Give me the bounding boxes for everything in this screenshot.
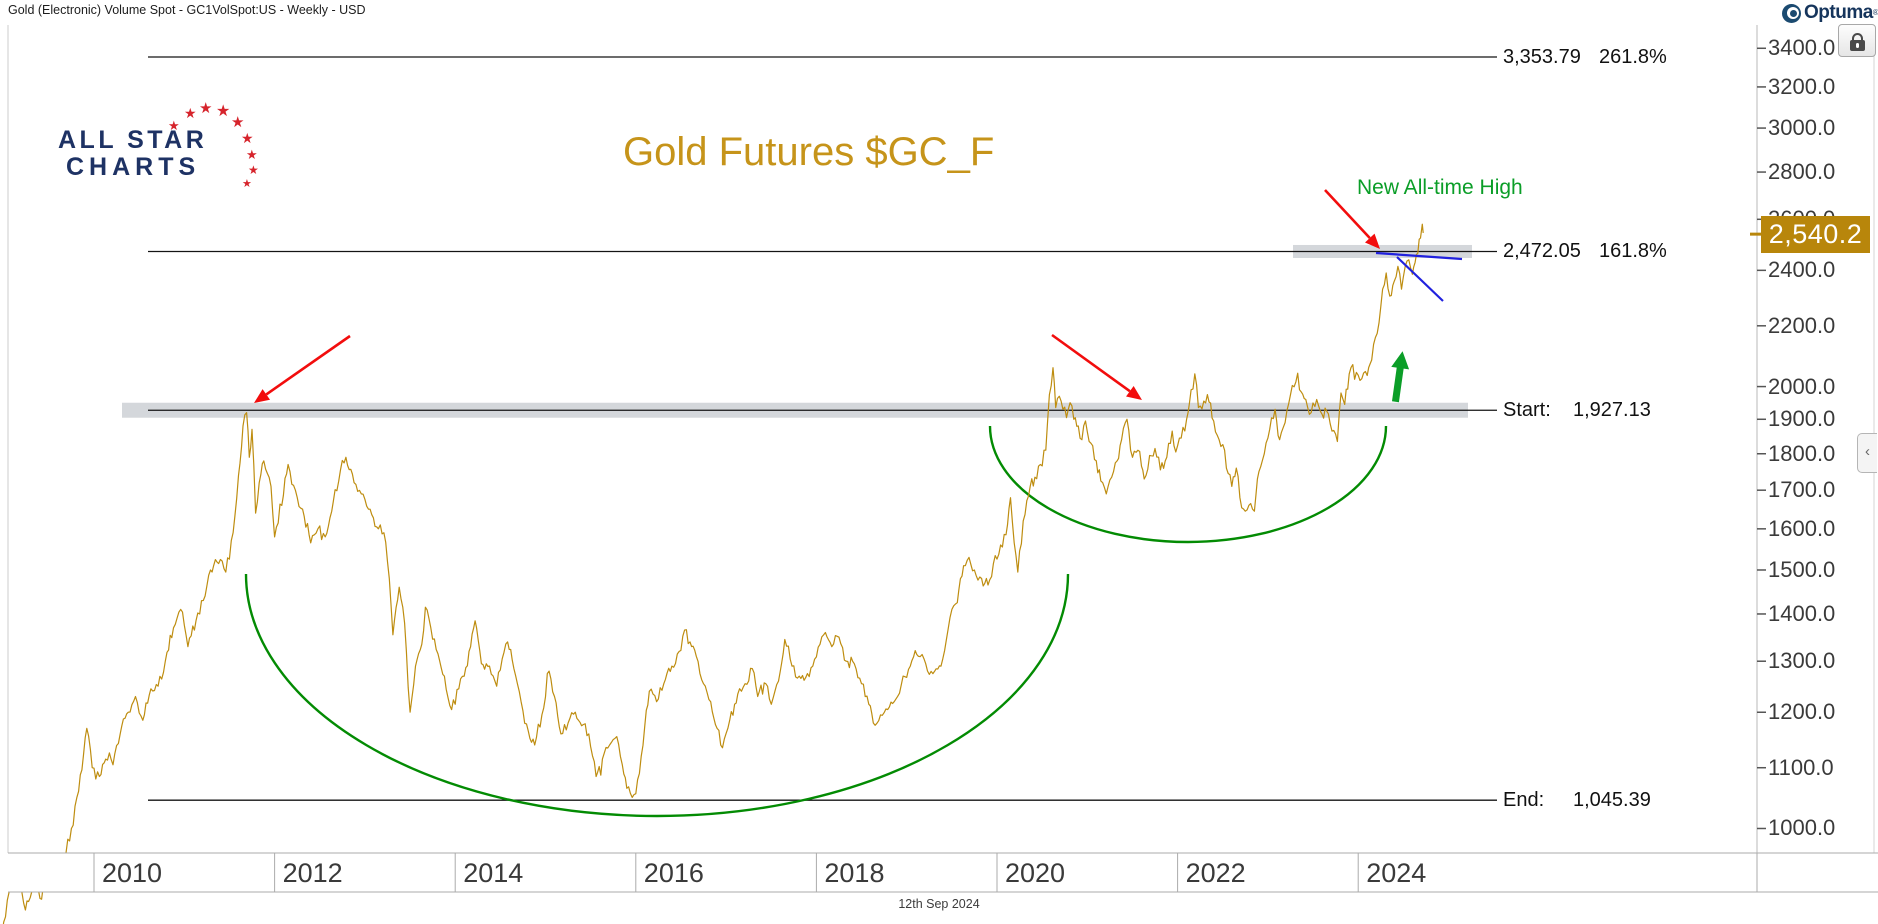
collapse-panel-button[interactable]: ‹ [1857, 433, 1877, 473]
blue-trendline-drawing [1375, 251, 1463, 261]
x-axis-year-label: 2018 [824, 858, 885, 888]
y-axis-tick-label: 1800.0 [1768, 440, 1836, 466]
star-icon: ★ [242, 178, 252, 190]
instrument-title: Gold (Electronic) Volume Spot - GC1VolSp… [8, 3, 366, 17]
x-axis-year-label: 2016 [643, 858, 704, 888]
cup-arc-drawing [988, 425, 1388, 544]
y-axis-tick-label: 1500.0 [1768, 556, 1836, 582]
fib-level-value: 1,927.13 [1573, 399, 1651, 422]
x-axis-year-label: 2014 [463, 858, 524, 888]
x-axis-band-bg [0, 853, 1878, 892]
fib-level-label: 3,353.79 261.8% [1503, 45, 1667, 69]
y-axis-tick-label: 1900.0 [1768, 406, 1836, 432]
y-axis-tick-label: 1400.0 [1768, 600, 1836, 626]
new-all-time-high-label: New All-time High [1357, 176, 1523, 199]
x-axis-year-label: 2012 [282, 858, 343, 888]
chevron-left-icon: ‹ [1865, 443, 1870, 460]
fib-level-percent: 161.8% [1599, 240, 1667, 263]
y-axis-tick-label: 3200.0 [1768, 73, 1836, 99]
y-axis-tick-label: 2400.0 [1768, 257, 1836, 283]
star-icon: ★ [216, 103, 231, 120]
optuma-logo-icon [1782, 3, 1801, 23]
y-axis-tick-label: 1600.0 [1768, 515, 1836, 541]
fib-level-value: 1,045.39 [1573, 789, 1651, 812]
optuma-logo-text: Optuma [1804, 2, 1873, 23]
star-icon: ★ [168, 118, 180, 133]
green-up-arrow-drawing [1391, 351, 1410, 403]
fib-level-label: Start: 1,927.13 [1503, 398, 1669, 422]
lock-button[interactable] [1838, 24, 1876, 57]
y-axis-tick-label: 1200.0 [1768, 699, 1836, 725]
y-axis-tick-label: 1100.0 [1768, 754, 1834, 780]
fib-level-value: 2,472.05 [1503, 240, 1581, 263]
red-arrow-drawing [1324, 189, 1371, 239]
fib-level-prefix: Start: [1503, 399, 1551, 422]
chart-title: Gold Futures $GC_F [623, 130, 995, 174]
fib-level-prefix: End: [1503, 789, 1545, 812]
red-arrow-drawing [265, 334, 351, 396]
y-axis-tick-label: 1000.0 [1768, 815, 1836, 841]
star-icon: ★ [248, 163, 259, 177]
y-axis-tick-label: 3000.0 [1768, 115, 1836, 141]
x-axis-year-label: 2010 [102, 858, 163, 888]
star-icon: ★ [184, 105, 197, 121]
blue-trendline-drawing [1396, 256, 1444, 302]
lock-icon [1849, 33, 1865, 51]
star-icon: ★ [199, 100, 213, 117]
y-axis-tick-label: 1700.0 [1768, 477, 1836, 503]
fib-level-label: End: 1,045.39 [1503, 788, 1669, 812]
fib-level-value: 3,353.79 [1503, 46, 1581, 68]
last-price-badge: 2,540.2 [1761, 216, 1870, 254]
star-icon: ★ [246, 147, 258, 162]
red-arrow-drawing [1051, 333, 1131, 393]
y-axis-tick-label: 2000.0 [1768, 373, 1836, 399]
price-line [2, 223, 1424, 924]
allstar-charts-logo: ALL STAR CHARTS ★ ★ ★ ★ ★ ★ ★ ★ ★ [48, 80, 278, 190]
star-icon: ★ [241, 130, 254, 146]
x-axis-year-label: 2024 [1366, 858, 1427, 888]
cup-arc-drawing [244, 573, 1070, 818]
fib-level-label: 2,472.05 161.8% [1503, 239, 1667, 263]
fib-level-percent: 261.8% [1599, 46, 1667, 68]
red-arrow-head [1365, 233, 1380, 249]
red-arrow-head [1126, 385, 1142, 400]
x-axis-year-label: 2020 [1005, 858, 1066, 888]
optuma-logo: Optuma ® [1782, 2, 1878, 24]
allstar-logo-line2: CHARTS [66, 153, 201, 181]
allstar-logo-line1: ALL STAR [58, 126, 208, 154]
footer-date: 12th Sep 2024 [898, 897, 980, 911]
x-axis-year-label: 2022 [1185, 858, 1246, 888]
red-arrow-head [254, 389, 271, 403]
y-axis-tick-label: 3400.0 [1768, 35, 1836, 61]
star-icon: ★ [231, 114, 245, 131]
y-axis-tick-label: 2800.0 [1768, 159, 1836, 185]
registered-mark: ® [1872, 8, 1878, 17]
y-axis-tick-label: 1300.0 [1768, 648, 1836, 674]
y-axis-tick-label: 2200.0 [1768, 312, 1836, 338]
